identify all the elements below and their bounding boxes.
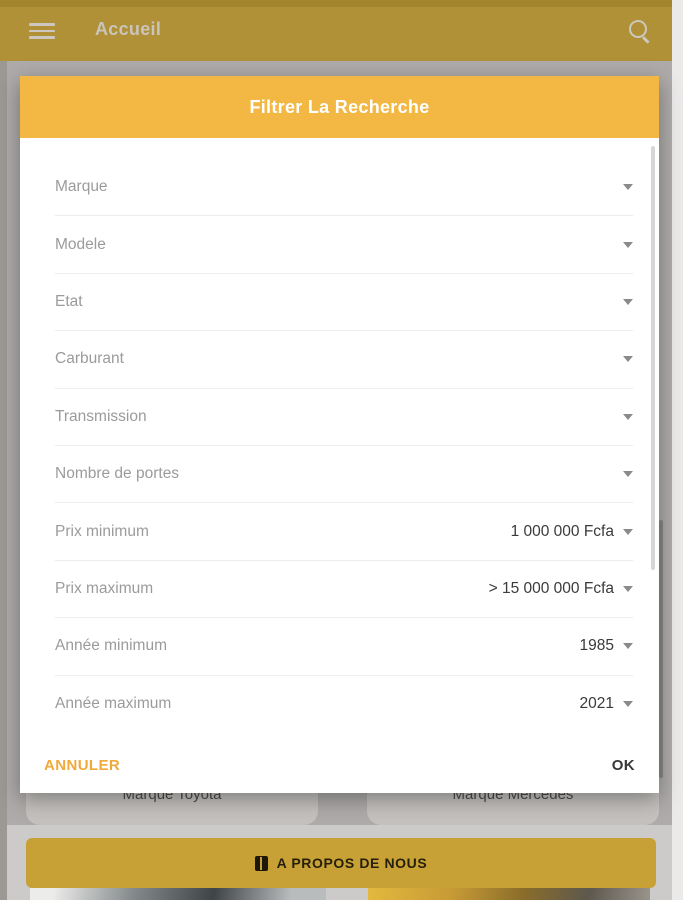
about-us-button[interactable]: A PROPOS DE NOUS (26, 838, 656, 888)
filter-dialog-header: Filtrer La Recherche (20, 76, 659, 138)
filter-row-label: Etat (55, 292, 83, 310)
cancel-button[interactable]: ANNULER (44, 756, 121, 774)
filter-row-modele[interactable]: Modele (55, 216, 633, 274)
filter-row-label: Année minimum (55, 637, 167, 655)
page-left-edge (0, 61, 7, 900)
filter-row-label: Prix minimum (55, 522, 149, 540)
menu-icon[interactable] (29, 23, 55, 39)
filter-row-label: Marque (55, 178, 108, 196)
caret-down-icon (623, 241, 633, 248)
filter-row-prix-min[interactable]: Prix minimum 1 000 000 Fcfa (55, 503, 633, 561)
filter-row-portes[interactable]: Nombre de portes (55, 446, 633, 504)
filter-row-prix-max[interactable]: Prix maximum > 15 000 000 Fcfa (55, 561, 633, 619)
book-icon (254, 855, 268, 871)
car-photo-left[interactable] (30, 888, 326, 900)
filter-dialog-title: Filtrer La Recherche (249, 96, 430, 117)
page-title: Accueil (95, 19, 162, 39)
filter-rows: Marque Modele Etat Carburant Transmissio (20, 138, 659, 733)
page-scrollbar[interactable] (659, 520, 663, 778)
caret-down-icon (623, 356, 633, 363)
filter-row-label: Transmission (55, 407, 147, 425)
filter-row-transmission[interactable]: Transmission (55, 389, 633, 446)
search-icon[interactable] (629, 20, 647, 38)
filter-row-label: Année maximum (55, 695, 172, 713)
status-bar (0, 0, 672, 7)
ok-button[interactable]: OK (611, 756, 635, 774)
filter-row-value: 2021 (579, 695, 614, 713)
caret-down-icon (623, 585, 633, 592)
car-photo-right[interactable] (368, 888, 650, 900)
filter-row-label: Nombre de portes (55, 465, 180, 483)
caret-down-icon (623, 413, 633, 420)
filter-row-annee-max[interactable]: Année maximum 2021 (55, 676, 633, 733)
caret-down-icon (623, 528, 633, 535)
about-us-label: A PROPOS DE NOUS (276, 855, 428, 871)
filter-row-label: Modele (55, 235, 106, 253)
filter-row-value: 1985 (579, 637, 614, 655)
filter-row-label: Carburant (55, 350, 124, 368)
caret-down-icon (623, 471, 633, 478)
filter-dialog: Filtrer La Recherche Marque Modele Etat … (20, 76, 659, 793)
app-bar: Accueil (0, 0, 672, 61)
filter-row-annee-min[interactable]: Année minimum 1985 (55, 618, 633, 676)
dialog-actions: ANNULER OK (20, 737, 659, 793)
window-right-edge (672, 0, 683, 900)
filter-row-value: 1 000 000 Fcfa (510, 522, 614, 540)
caret-down-icon (623, 184, 633, 191)
filter-row-label: Prix maximum (55, 579, 154, 597)
dialog-scrollbar[interactable] (651, 146, 655, 570)
filter-row-etat[interactable]: Etat (55, 274, 633, 332)
caret-down-icon (623, 298, 633, 305)
filter-row-marque[interactable]: Marque (55, 159, 633, 217)
caret-down-icon (623, 643, 633, 650)
filter-row-value: > 15 000 000 Fcfa (488, 579, 614, 597)
caret-down-icon (623, 701, 633, 708)
filter-row-carburant[interactable]: Carburant (55, 331, 633, 389)
